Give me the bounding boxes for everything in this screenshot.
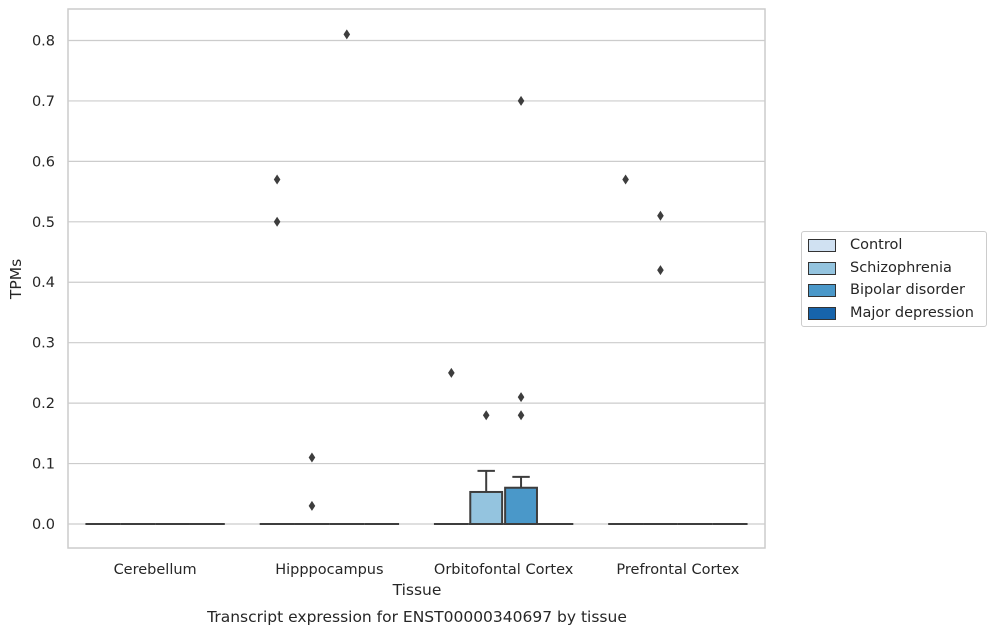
plot-area-frame bbox=[67, 8, 766, 549]
x-tick-labels: Cerebellum Hipppocampus Orbitofontal Corte… bbox=[114, 562, 740, 578]
legend-item-bipolar-disorder: Bipolar disorder bbox=[808, 281, 965, 299]
x-tick-label-orbitofontal-cortex: Orbitofontal Cortex bbox=[434, 562, 574, 578]
box-schizophrenia-hipppocampus-outlier-1 bbox=[308, 500, 316, 511]
box-bipolar-disorder-orbitofontal-cortex-outlier-2 bbox=[517, 410, 525, 421]
legend-swatch-schizophrenia bbox=[808, 261, 836, 275]
legend-item-major-depression: Major depression bbox=[808, 304, 974, 322]
box-control-hipppocampus-outlier-0 bbox=[273, 174, 281, 185]
x-tick-label-cerebellum: Cerebellum bbox=[114, 562, 197, 578]
box-schizophrenia-prefrontal-cortex-outlier-0 bbox=[657, 210, 664, 221]
y-tick-label-4: 0.4 bbox=[32, 275, 55, 291]
box-bipolar-disorder-orbitofontal-cortex bbox=[504, 486, 538, 525]
chart-title: Transcript expression for ENST0000034069… bbox=[206, 608, 627, 626]
box-schizophrenia-orbitofontal-cortex bbox=[469, 490, 504, 525]
y-tick-label-5: 0.5 bbox=[32, 215, 55, 231]
box-control-prefrontal-cortex-outlier-0 bbox=[622, 174, 629, 185]
y-tick-label-8: 0.8 bbox=[32, 33, 55, 49]
box-control-hipppocampus-outlier-1 bbox=[273, 216, 281, 227]
box-bipolar-disorder-hipppocampus-outlier-0 bbox=[343, 29, 351, 40]
legend-label-bipolar-disorder: Bipolar disorder bbox=[850, 282, 965, 298]
box-schizophrenia-prefrontal-cortex-outlier-1 bbox=[657, 265, 664, 276]
legend-label-major-depression: Major depression bbox=[850, 305, 974, 321]
legend-swatch-bipolar-disorder bbox=[808, 283, 836, 297]
box-schizophrenia-hipppocampus-outlier-0 bbox=[308, 452, 316, 463]
gridlines bbox=[68, 39, 765, 525]
x-tick-label-hipppocampus: Hipppocampus bbox=[275, 562, 383, 578]
legend-swatch-control bbox=[808, 238, 836, 252]
legend-swatch-major-depression bbox=[808, 306, 836, 320]
box-bipolar-disorder-orbitofontal-cortex-outlier-1 bbox=[517, 392, 525, 403]
legend: Control Schizophrenia Bipolar disorder M… bbox=[801, 231, 987, 327]
y-tick-label-7: 0.7 bbox=[32, 94, 55, 110]
boxes bbox=[85, 469, 748, 525]
y-tick-label-0: 0.0 bbox=[32, 517, 55, 533]
box-bipolar-disorder-orbitofontal-cortex-outlier-0 bbox=[517, 95, 525, 106]
y-tick-label-6: 0.6 bbox=[32, 154, 55, 170]
y-tick-label-3: 0.3 bbox=[32, 336, 55, 352]
box-schizophrenia-orbitofontal-cortex-outlier-0 bbox=[482, 410, 490, 421]
legend-label-schizophrenia: Schizophrenia bbox=[850, 260, 952, 276]
y-tick-labels: 0.0 0.1 0.2 0.3 0.4 0.5 0.6 0.7 0.8 bbox=[32, 33, 55, 533]
y-tick-label-1: 0.1 bbox=[32, 457, 55, 473]
box-control-orbitofontal-cortex-outlier-0 bbox=[448, 367, 455, 378]
x-tick-label-prefrontal-cortex: Prefrontal Cortex bbox=[616, 562, 739, 578]
legend-label-control: Control bbox=[850, 237, 903, 253]
x-axis-label: Tissue bbox=[392, 581, 442, 599]
y-axis-label: TPMs bbox=[7, 259, 25, 300]
outlier-points bbox=[273, 29, 664, 511]
legend-item-control: Control bbox=[808, 236, 902, 254]
y-tick-label-2: 0.2 bbox=[32, 396, 55, 412]
legend-item-schizophrenia: Schizophrenia bbox=[808, 259, 952, 277]
